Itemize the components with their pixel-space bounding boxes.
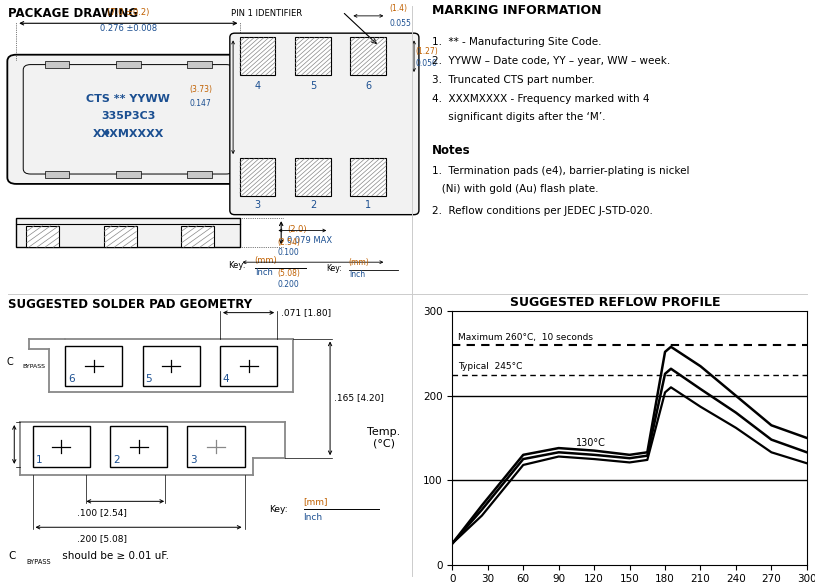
- Bar: [187, 61, 212, 68]
- Text: .200 [5.08]: .200 [5.08]: [77, 534, 127, 544]
- Bar: [240, 158, 275, 196]
- Text: .165 [4.20]: .165 [4.20]: [334, 393, 384, 402]
- Bar: [181, 226, 214, 247]
- Text: 0.079 MAX: 0.079 MAX: [288, 236, 333, 244]
- Text: Notes: Notes: [432, 144, 470, 157]
- Text: (5.0 ±0.2): (5.0 ±0.2): [288, 100, 329, 109]
- Text: 6: 6: [68, 374, 75, 384]
- Bar: [143, 346, 200, 386]
- Bar: [65, 346, 122, 386]
- Bar: [16, 218, 240, 247]
- Bar: [295, 37, 331, 75]
- Text: 4: 4: [254, 81, 261, 91]
- Bar: [26, 226, 59, 247]
- Text: (7.0 ±0.2): (7.0 ±0.2): [108, 8, 149, 17]
- Bar: [45, 171, 69, 178]
- Bar: [104, 226, 136, 247]
- Text: 3.  Truncated CTS part number.: 3. Truncated CTS part number.: [432, 75, 594, 85]
- Text: (mm): (mm): [254, 256, 277, 265]
- Text: 130°C: 130°C: [576, 438, 606, 448]
- Text: Inch: Inch: [349, 269, 365, 279]
- Text: 2: 2: [310, 200, 316, 210]
- Text: 4: 4: [223, 374, 230, 384]
- Text: BYPASS: BYPASS: [26, 559, 51, 565]
- Bar: [117, 171, 141, 178]
- Text: 2.  YYWW – Date code, YY – year, WW – week.: 2. YYWW – Date code, YY – year, WW – wee…: [432, 56, 670, 66]
- Text: 1.  ** - Manufacturing Site Code.: 1. ** - Manufacturing Site Code.: [432, 37, 601, 47]
- Text: 2.  Reflow conditions per JEDEC J-STD-020.: 2. Reflow conditions per JEDEC J-STD-020…: [432, 206, 653, 216]
- Bar: [187, 171, 212, 178]
- Bar: [110, 427, 167, 467]
- Text: should be ≥ 0.01 uF.: should be ≥ 0.01 uF.: [59, 551, 169, 561]
- Text: 0.197 ±0.008: 0.197 ±0.008: [288, 118, 344, 127]
- Text: 1.  Termination pads (e4), barrier-plating is nickel: 1. Termination pads (e4), barrier-platin…: [432, 166, 689, 176]
- Text: SUGGESTED REFLOW PROFILE: SUGGESTED REFLOW PROFILE: [510, 296, 720, 309]
- Text: BYPASS: BYPASS: [23, 364, 46, 369]
- Text: Key:: Key:: [228, 261, 245, 269]
- Text: Typical  245°C: Typical 245°C: [458, 362, 522, 371]
- Text: C: C: [7, 357, 13, 367]
- Text: 5: 5: [145, 374, 152, 384]
- Text: .071 [1.80]: .071 [1.80]: [281, 308, 332, 317]
- Text: (1.4): (1.4): [390, 4, 408, 13]
- Text: •: •: [101, 125, 111, 143]
- Text: SUGGESTED SOLDER PAD GEOMETRY: SUGGESTED SOLDER PAD GEOMETRY: [8, 298, 253, 311]
- Bar: [350, 37, 386, 75]
- Bar: [117, 61, 141, 68]
- Bar: [220, 346, 277, 386]
- Text: 0.147: 0.147: [189, 100, 211, 108]
- Text: 2: 2: [112, 455, 120, 465]
- Text: CTS ** YYWW: CTS ** YYWW: [86, 94, 170, 104]
- Text: significant digits after the ‘M’.: significant digits after the ‘M’.: [432, 112, 605, 122]
- Text: XXXMXXXX: XXXMXXXX: [93, 129, 164, 139]
- Text: 3: 3: [254, 200, 261, 210]
- Text: Key:: Key:: [326, 264, 341, 273]
- Text: 0.055: 0.055: [390, 19, 412, 28]
- Text: (Ni) with gold (Au) flash plate.: (Ni) with gold (Au) flash plate.: [432, 184, 598, 194]
- Text: [mm]: [mm]: [303, 497, 328, 506]
- Text: 0.050: 0.050: [416, 59, 438, 68]
- Text: (5.08): (5.08): [277, 269, 300, 278]
- Text: MARKING INFORMATION: MARKING INFORMATION: [432, 5, 601, 17]
- Text: 1: 1: [36, 455, 42, 465]
- Text: (mm): (mm): [349, 258, 369, 267]
- Text: (2.0): (2.0): [288, 225, 307, 235]
- Text: C: C: [8, 551, 15, 561]
- Text: .100 [2.54]: .100 [2.54]: [77, 509, 127, 517]
- Bar: [350, 158, 386, 196]
- FancyBboxPatch shape: [23, 65, 233, 174]
- Bar: [33, 427, 90, 467]
- Text: 3: 3: [191, 455, 197, 465]
- Text: 4.  XXXMXXXX - Frequency marked with 4: 4. XXXMXXXX - Frequency marked with 4: [432, 94, 649, 104]
- Y-axis label: Temp.
(°C): Temp. (°C): [368, 427, 401, 449]
- Text: Key:: Key:: [269, 506, 288, 514]
- Bar: [240, 37, 275, 75]
- Text: PACKAGE DRAWING: PACKAGE DRAWING: [8, 7, 139, 20]
- Text: (1.27): (1.27): [416, 47, 438, 56]
- Text: 1: 1: [365, 200, 372, 210]
- Text: 6: 6: [365, 81, 372, 91]
- Bar: [187, 427, 244, 467]
- Text: 0.100: 0.100: [277, 249, 299, 257]
- Text: 0.200: 0.200: [277, 280, 299, 289]
- Text: (2.54): (2.54): [277, 237, 300, 247]
- Text: PIN 1 IDENTIFIER: PIN 1 IDENTIFIER: [231, 9, 302, 17]
- Bar: [295, 158, 331, 196]
- Text: Inch: Inch: [254, 268, 272, 277]
- Text: 5: 5: [310, 81, 316, 91]
- Text: (3.73): (3.73): [189, 85, 212, 94]
- Bar: [45, 61, 69, 68]
- Text: 335P3C3: 335P3C3: [101, 111, 156, 122]
- Text: 0.276 ±0.008: 0.276 ±0.008: [99, 24, 157, 33]
- Text: Inch: Inch: [303, 513, 323, 521]
- Text: Maximum 260°C,  10 seconds: Maximum 260°C, 10 seconds: [458, 333, 593, 342]
- FancyBboxPatch shape: [7, 55, 249, 184]
- FancyBboxPatch shape: [230, 33, 419, 215]
